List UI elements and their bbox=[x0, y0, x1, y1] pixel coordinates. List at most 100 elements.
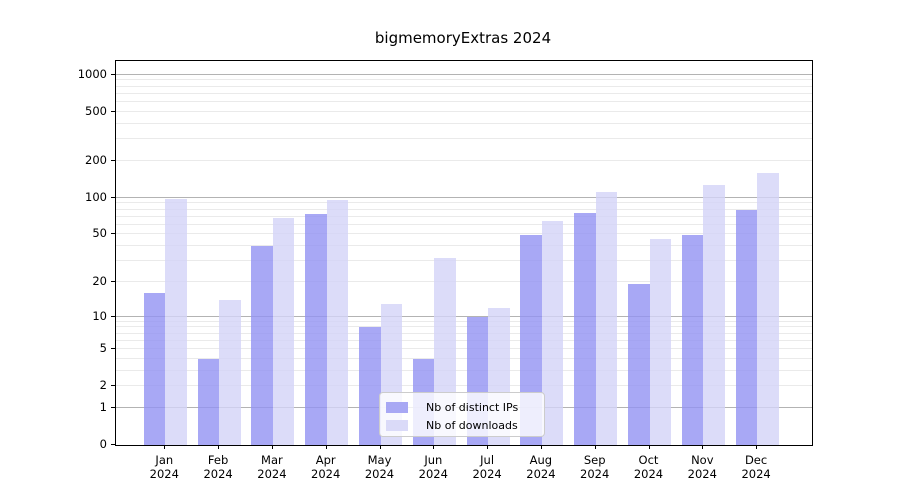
x-tick-mark-nov bbox=[702, 445, 704, 449]
x-tick-mark-feb bbox=[218, 445, 220, 449]
gridline-minor-800 bbox=[116, 85, 812, 87]
gridline-major-100 bbox=[116, 196, 812, 198]
y-tick-label-500: 500 bbox=[85, 103, 107, 118]
y-tick-label-20: 20 bbox=[92, 273, 107, 288]
gridline-minor-600 bbox=[116, 101, 812, 103]
y-tick-label-10: 10 bbox=[92, 308, 107, 323]
x-tick-mark-dec bbox=[756, 445, 758, 449]
y-tick-label-1000: 1000 bbox=[77, 66, 107, 81]
y-tick-mark-50 bbox=[111, 233, 115, 235]
gridline-major-10 bbox=[116, 315, 812, 317]
bar-ips-mar bbox=[251, 246, 273, 445]
x-tick-label-jun: Jun 2024 bbox=[418, 453, 448, 481]
gridline-minor-9 bbox=[116, 320, 812, 322]
x-tick-label-nov: Nov 2024 bbox=[687, 453, 717, 481]
legend-row-distinct-ips: Nb of distinct IPs bbox=[386, 398, 538, 416]
gridline-minor-50 bbox=[116, 233, 812, 235]
legend-row-downloads: Nb of downloads bbox=[386, 416, 538, 434]
gridline-minor-300 bbox=[116, 138, 812, 140]
x-tick-label-dec: Dec 2024 bbox=[741, 453, 771, 481]
gridline-minor-700 bbox=[116, 92, 812, 94]
gridline-minor-500 bbox=[116, 110, 812, 112]
bar-downloads-jan bbox=[165, 199, 187, 445]
bar-downloads-nov bbox=[703, 185, 725, 445]
y-tick-mark-0 bbox=[111, 444, 115, 445]
gridline-minor-3 bbox=[116, 369, 812, 371]
y-tick-mark-100 bbox=[111, 196, 115, 198]
chart-title: bigmemoryExtras 2024 bbox=[374, 29, 552, 47]
x-tick-mark-sep bbox=[594, 445, 596, 449]
bar-ips-oct bbox=[628, 284, 650, 445]
legend-swatch-downloads bbox=[386, 419, 408, 431]
y-tick-mark-500 bbox=[111, 110, 115, 112]
bar-ips-sep bbox=[574, 212, 596, 445]
y-tick-label-1: 1 bbox=[99, 399, 107, 414]
x-tick-mark-mar bbox=[271, 445, 273, 449]
bar-downloads-dec bbox=[757, 172, 779, 445]
bar-downloads-sep bbox=[595, 192, 618, 445]
gridline-minor-4 bbox=[116, 357, 812, 359]
bar-downloads-aug bbox=[541, 220, 564, 445]
y-tick-mark-10 bbox=[111, 315, 115, 317]
bar-downloads-oct bbox=[649, 238, 671, 445]
x-tick-mark-may bbox=[379, 445, 381, 449]
gridline-minor-70 bbox=[116, 215, 812, 217]
y-tick-mark-1 bbox=[111, 406, 115, 408]
bar-downloads-apr bbox=[326, 200, 349, 445]
x-tick-label-jul: Jul 2024 bbox=[472, 453, 502, 481]
gridline-minor-40 bbox=[116, 245, 812, 246]
gridline-minor-6 bbox=[116, 339, 812, 341]
x-tick-mark-jan bbox=[164, 445, 166, 449]
y-tick-label-50: 50 bbox=[92, 226, 107, 241]
bar-downloads-mar bbox=[272, 218, 295, 445]
legend-label-distinct-ips: Nb of distinct IPs bbox=[426, 400, 519, 414]
x-tick-label-apr: Apr 2024 bbox=[311, 453, 341, 481]
x-tick-label-oct: Oct 2024 bbox=[633, 453, 664, 481]
y-tick-label-200: 200 bbox=[85, 152, 107, 167]
x-tick-label-jan: Jan 2024 bbox=[149, 453, 179, 481]
bar-ips-may bbox=[359, 327, 381, 445]
gridline-minor-200 bbox=[116, 159, 812, 161]
y-tick-label-2: 2 bbox=[99, 378, 107, 393]
x-tick-label-sep: Sep 2024 bbox=[580, 453, 610, 481]
gridline-minor-80 bbox=[116, 208, 812, 210]
bar-downloads-feb bbox=[219, 299, 241, 445]
x-tick-label-feb: Feb 2024 bbox=[203, 453, 233, 481]
x-tick-mark-jun bbox=[433, 445, 435, 449]
gridline-minor-8 bbox=[116, 326, 812, 328]
legend: Nb of distinct IPs Nb of downloads bbox=[379, 392, 545, 437]
bar-ips-jan bbox=[143, 293, 166, 445]
y-tick-mark-5 bbox=[111, 348, 115, 349]
y-tick-label-0: 0 bbox=[99, 437, 107, 451]
bar-ips-apr bbox=[305, 214, 327, 445]
y-tick-label-100: 100 bbox=[85, 189, 107, 204]
gridline-minor-2 bbox=[116, 385, 812, 387]
gridline-major-1000 bbox=[116, 73, 812, 75]
gridline-minor-900 bbox=[116, 79, 812, 81]
gridline-minor-30 bbox=[116, 260, 812, 261]
legend-label-downloads: Nb of downloads bbox=[426, 418, 518, 432]
y-tick-mark-2 bbox=[111, 385, 115, 387]
x-tick-label-aug: Aug 2024 bbox=[526, 453, 556, 481]
x-tick-label-may: May 2024 bbox=[364, 453, 395, 481]
x-tick-mark-jul bbox=[487, 445, 489, 449]
y-tick-mark-1000 bbox=[111, 73, 115, 75]
x-tick-mark-apr bbox=[325, 445, 327, 449]
legend-swatch-distinct-ips bbox=[386, 401, 408, 413]
y-tick-label-5: 5 bbox=[99, 341, 107, 355]
x-tick-label-mar: Mar 2024 bbox=[257, 453, 287, 481]
gridline-minor-20 bbox=[116, 280, 812, 282]
gridline-minor-90 bbox=[116, 202, 812, 204]
gridline-minor-60 bbox=[116, 223, 812, 225]
y-tick-mark-200 bbox=[111, 159, 115, 161]
plot-area bbox=[115, 60, 813, 446]
y-tick-mark-20 bbox=[111, 280, 115, 282]
gridline-minor-5 bbox=[116, 348, 812, 349]
bar-ips-dec bbox=[735, 209, 758, 445]
bar-ips-feb bbox=[197, 358, 220, 445]
gridline-minor-400 bbox=[116, 122, 812, 124]
gridline-minor-7 bbox=[116, 332, 812, 334]
x-tick-mark-oct bbox=[648, 445, 650, 449]
x-tick-mark-aug bbox=[540, 445, 542, 449]
